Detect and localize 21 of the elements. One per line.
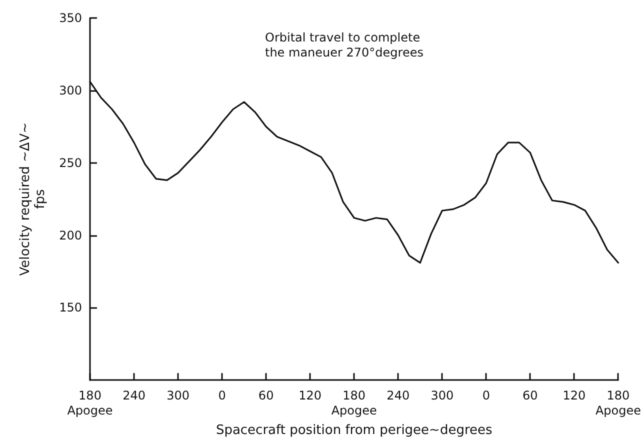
x-tick-label: 120 <box>562 388 586 403</box>
x-tick-label: 0 <box>482 388 490 403</box>
y-tick-label: 200 <box>59 228 82 242</box>
x-axis-title: Spacecraft position from perigee~degrees <box>216 423 493 438</box>
y-tick-label: 150 <box>59 300 82 315</box>
x-tick-label: 300 <box>166 388 190 403</box>
x-tick-label: 60 <box>522 388 538 403</box>
x-tick-label: 60 <box>258 388 274 403</box>
x-tick-label: 180 Apogee <box>67 388 113 418</box>
annotation: Orbital travel to complete the maneuer 270°degrees <box>265 30 424 60</box>
x-tick-label: 120 <box>298 388 322 403</box>
y-tick-label: 350 <box>59 11 82 25</box>
x-tick-label: 300 <box>430 388 454 403</box>
x-tick-label: 180 Apogee <box>331 388 377 418</box>
x-tick-label: 240 <box>386 388 410 403</box>
y-tick-label: 300 <box>59 83 82 98</box>
x-tick-label: 240 <box>122 388 146 403</box>
x-tick-label: 180 Apogee <box>595 388 642 418</box>
y-axis-title: Velocity required ~ΔV~ fps <box>18 122 48 276</box>
y-tick-label: 250 <box>59 156 82 170</box>
x-tick-label: 0 <box>218 388 226 403</box>
